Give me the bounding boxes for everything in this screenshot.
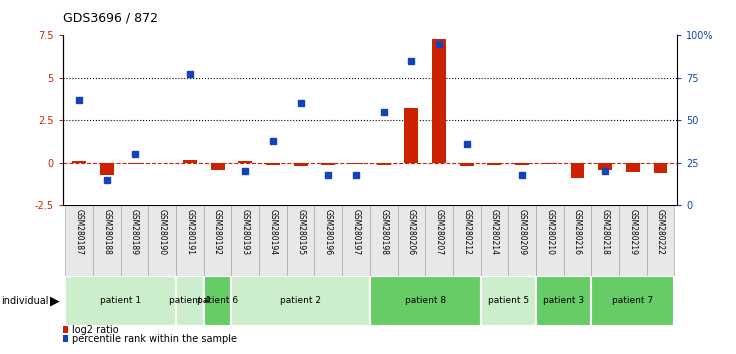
Bar bbox=[100, 163, 114, 175]
Text: percentile rank within the sample: percentile rank within the sample bbox=[72, 334, 237, 344]
Bar bbox=[570, 163, 584, 178]
Text: patient 1: patient 1 bbox=[100, 296, 141, 306]
Text: patient 5: patient 5 bbox=[488, 296, 529, 306]
Text: GSM280198: GSM280198 bbox=[379, 209, 388, 255]
Text: GSM280196: GSM280196 bbox=[324, 209, 333, 255]
Text: patient 7: patient 7 bbox=[612, 296, 654, 306]
Text: patient 6: patient 6 bbox=[197, 296, 238, 306]
Bar bbox=[397, 205, 425, 276]
Bar bbox=[432, 39, 446, 163]
Text: GSM280188: GSM280188 bbox=[102, 209, 111, 255]
Text: GSM280195: GSM280195 bbox=[296, 209, 305, 255]
Text: patient 8: patient 8 bbox=[405, 296, 446, 306]
Bar bbox=[238, 161, 252, 163]
Text: GSM280210: GSM280210 bbox=[545, 209, 554, 255]
Bar bbox=[322, 163, 335, 165]
Bar bbox=[425, 205, 453, 276]
Bar bbox=[543, 163, 556, 164]
Bar bbox=[259, 205, 287, 276]
Text: GSM280190: GSM280190 bbox=[158, 209, 167, 255]
Bar bbox=[564, 205, 591, 276]
Text: GSM280216: GSM280216 bbox=[573, 209, 582, 255]
Bar bbox=[536, 276, 591, 326]
Bar bbox=[72, 161, 86, 163]
Text: GSM280219: GSM280219 bbox=[629, 209, 637, 255]
Bar bbox=[342, 205, 369, 276]
Bar bbox=[647, 205, 674, 276]
Bar bbox=[231, 276, 369, 326]
Text: GSM280218: GSM280218 bbox=[601, 209, 609, 255]
Bar bbox=[460, 163, 474, 166]
Text: GSM280192: GSM280192 bbox=[213, 209, 222, 255]
Text: ▶: ▶ bbox=[50, 295, 60, 307]
Text: individual: individual bbox=[1, 296, 49, 306]
Bar bbox=[121, 205, 149, 276]
Bar bbox=[149, 205, 176, 276]
Bar bbox=[626, 163, 640, 172]
Bar bbox=[619, 205, 647, 276]
Text: GSM280194: GSM280194 bbox=[269, 209, 277, 255]
Bar bbox=[231, 205, 259, 276]
Bar bbox=[481, 276, 536, 326]
Text: GSM280193: GSM280193 bbox=[241, 209, 250, 255]
Bar bbox=[210, 163, 224, 170]
Text: patient 3: patient 3 bbox=[543, 296, 584, 306]
Bar bbox=[349, 163, 363, 164]
Bar bbox=[176, 276, 204, 326]
Text: GSM280206: GSM280206 bbox=[407, 209, 416, 255]
Text: GDS3696 / 872: GDS3696 / 872 bbox=[63, 12, 158, 25]
Text: patient 2: patient 2 bbox=[280, 296, 321, 306]
Bar bbox=[481, 205, 509, 276]
Bar bbox=[591, 205, 619, 276]
Bar bbox=[204, 205, 231, 276]
Bar bbox=[536, 205, 564, 276]
Bar bbox=[405, 108, 418, 163]
Bar bbox=[294, 163, 308, 166]
Bar bbox=[266, 163, 280, 165]
Text: log2 ratio: log2 ratio bbox=[72, 325, 118, 335]
Text: GSM280197: GSM280197 bbox=[352, 209, 361, 255]
Text: GSM280212: GSM280212 bbox=[462, 209, 471, 255]
Bar bbox=[591, 276, 674, 326]
Bar bbox=[314, 205, 342, 276]
Text: GSM280207: GSM280207 bbox=[434, 209, 444, 255]
Bar bbox=[453, 205, 481, 276]
Bar bbox=[369, 276, 481, 326]
Bar bbox=[377, 163, 391, 165]
Text: GSM280191: GSM280191 bbox=[185, 209, 194, 255]
Bar bbox=[654, 163, 668, 173]
Bar bbox=[287, 205, 314, 276]
Text: GSM280187: GSM280187 bbox=[74, 209, 84, 255]
Text: GSM280214: GSM280214 bbox=[490, 209, 499, 255]
Bar bbox=[66, 276, 176, 326]
Bar bbox=[369, 205, 397, 276]
Bar bbox=[183, 160, 197, 163]
Bar bbox=[515, 163, 529, 165]
Text: GSM280189: GSM280189 bbox=[130, 209, 139, 255]
Bar bbox=[93, 205, 121, 276]
Text: patient 4: patient 4 bbox=[169, 296, 210, 306]
Text: GSM280209: GSM280209 bbox=[517, 209, 526, 255]
Text: GSM280222: GSM280222 bbox=[656, 209, 665, 255]
Bar bbox=[204, 276, 231, 326]
Bar bbox=[487, 163, 501, 165]
Bar bbox=[66, 205, 93, 276]
Bar bbox=[176, 205, 204, 276]
Bar bbox=[127, 163, 141, 164]
Bar bbox=[598, 163, 612, 170]
Bar bbox=[509, 205, 536, 276]
